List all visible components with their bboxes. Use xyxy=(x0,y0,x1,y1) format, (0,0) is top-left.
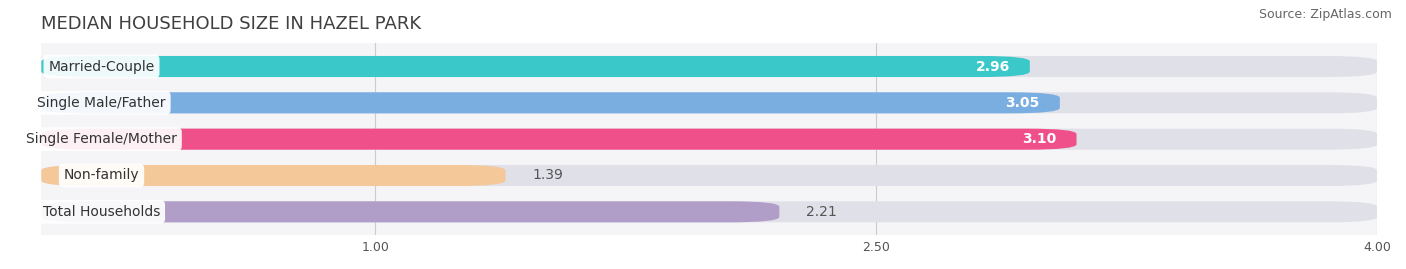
Text: Non-family: Non-family xyxy=(63,168,139,182)
FancyBboxPatch shape xyxy=(41,56,1376,77)
Text: 2.96: 2.96 xyxy=(976,59,1010,73)
FancyBboxPatch shape xyxy=(41,129,1376,150)
FancyBboxPatch shape xyxy=(41,56,1029,77)
FancyBboxPatch shape xyxy=(41,92,1060,113)
FancyBboxPatch shape xyxy=(41,201,1376,222)
FancyBboxPatch shape xyxy=(41,165,1376,186)
Text: 3.05: 3.05 xyxy=(1005,96,1040,110)
FancyBboxPatch shape xyxy=(41,201,779,222)
Text: 1.39: 1.39 xyxy=(533,168,564,182)
Text: Married-Couple: Married-Couple xyxy=(48,59,155,73)
Text: MEDIAN HOUSEHOLD SIZE IN HAZEL PARK: MEDIAN HOUSEHOLD SIZE IN HAZEL PARK xyxy=(41,15,422,33)
Text: Single Female/Mother: Single Female/Mother xyxy=(27,132,177,146)
FancyBboxPatch shape xyxy=(41,92,1376,113)
FancyBboxPatch shape xyxy=(41,129,1077,150)
Text: Total Households: Total Households xyxy=(42,205,160,219)
Text: Single Male/Father: Single Male/Father xyxy=(37,96,166,110)
FancyBboxPatch shape xyxy=(41,165,506,186)
Text: Source: ZipAtlas.com: Source: ZipAtlas.com xyxy=(1258,8,1392,21)
Text: 2.21: 2.21 xyxy=(806,205,837,219)
Text: 3.10: 3.10 xyxy=(1022,132,1056,146)
